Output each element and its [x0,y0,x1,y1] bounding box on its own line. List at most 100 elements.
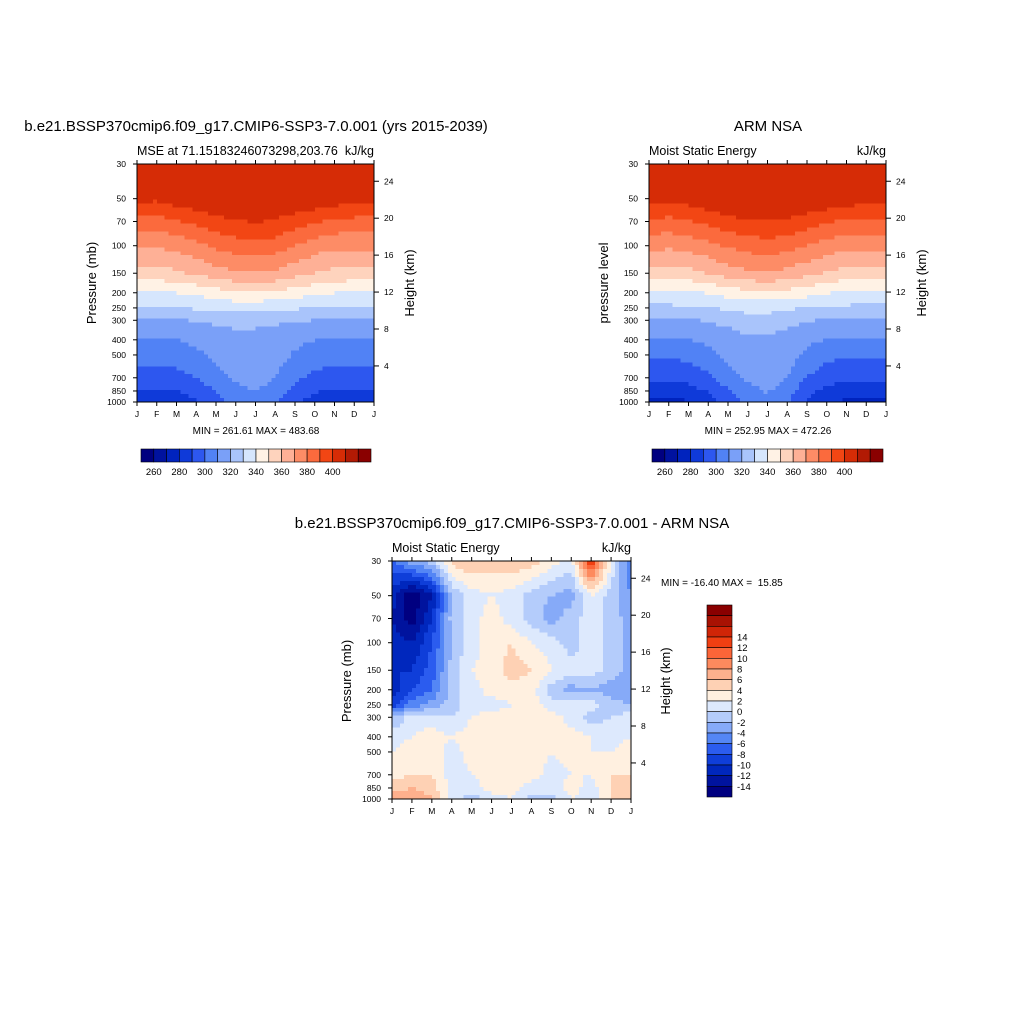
contour-cell [172,322,178,328]
contour-cell [137,334,142,340]
contour-cell [791,191,796,197]
contour-cell [358,279,363,284]
contour-cell [164,302,170,308]
contour-cell [243,235,249,240]
contour-cell [362,326,367,332]
contour-cell [219,358,225,363]
contour-cell [188,167,193,173]
contour-cell [318,183,324,189]
contour-cell [842,199,848,205]
contour-cell [275,255,280,260]
contour-cell [803,183,808,189]
contour-cell [676,235,682,240]
contour-cell [362,275,367,280]
contour-cell [708,207,713,213]
contour-cell [196,342,201,348]
contour-cell [152,263,158,268]
contour-cell [334,346,340,352]
contour-cell [172,370,178,375]
contour-cell [834,179,840,185]
contour-cell [322,378,328,383]
contour-cell [696,215,701,221]
contour-cell [231,290,237,296]
x-tick-label: A [193,409,199,419]
contour-cell [783,207,788,213]
contour-cell [275,374,280,379]
contour-cell [152,175,158,181]
contour-cell [810,203,816,209]
contour-cell [370,366,375,371]
contour-cell [192,358,197,363]
contour-cell [184,211,189,217]
contour-cell [188,275,193,280]
contour-cell [137,231,142,236]
contour-cell [295,338,300,344]
contour-cell [767,243,773,248]
contour-cell [342,382,347,387]
contour-cell [271,235,276,240]
contour-cell [180,314,185,320]
contour-cell [287,211,292,217]
contour-cell [231,259,237,264]
contour-cell [152,342,158,348]
contour-cell [251,167,257,173]
contour-cell [668,223,674,229]
contour-cell [314,219,320,225]
contour-cell [219,251,225,256]
contour-cell [763,164,769,169]
contour-cell [140,394,146,399]
contour-cell [152,378,158,383]
contour-cell [200,267,205,272]
contour-cell [235,271,241,276]
contour-cell [144,322,150,328]
contour-cell [223,271,229,276]
contour-cell [204,239,209,244]
contour-cell [354,251,359,256]
contour-cell [822,199,828,205]
contour-cell [720,219,725,225]
contour-cell [652,199,658,205]
contour-cell [168,334,174,340]
contour-cell [842,211,848,217]
contour-cell [826,215,832,221]
contour-cell [263,334,268,340]
contour-cell [216,354,221,359]
contour-cell [152,354,158,359]
contour-cell [216,175,221,181]
contour-cell [231,247,237,252]
contour-cell [346,286,351,292]
contour-cell [271,322,276,328]
contour-cell [192,191,197,197]
contour-cell [362,290,367,296]
contour-cell [310,294,316,300]
contour-cell [318,318,324,324]
contour-cell [152,203,158,209]
contour-cell [223,235,229,240]
contour-cell [850,179,855,185]
contour-cell [326,267,332,272]
contour-cell [314,251,320,256]
contour-cell [247,243,253,248]
contour-cell [870,211,875,217]
contour-cell [326,394,332,399]
contour-cell [882,175,887,181]
contour-cell [216,330,221,336]
contour-cell [231,279,237,284]
contour-cell [212,255,217,260]
contour-cell [728,239,733,244]
contour-cell [180,227,185,233]
contour-cell [192,338,197,344]
contour-cell [144,239,150,244]
contour-cell [137,203,142,209]
contour-cell [652,207,658,213]
contour-cell [279,390,284,395]
contour-cell [358,263,363,268]
contour-cell [712,239,717,244]
contour-cell [291,358,296,363]
contour-cell [676,227,682,233]
contour-cell [152,338,158,344]
contour-cell [358,314,363,320]
contour-cell [184,219,189,225]
contour-cell [807,195,812,201]
contour-cell [184,183,189,189]
